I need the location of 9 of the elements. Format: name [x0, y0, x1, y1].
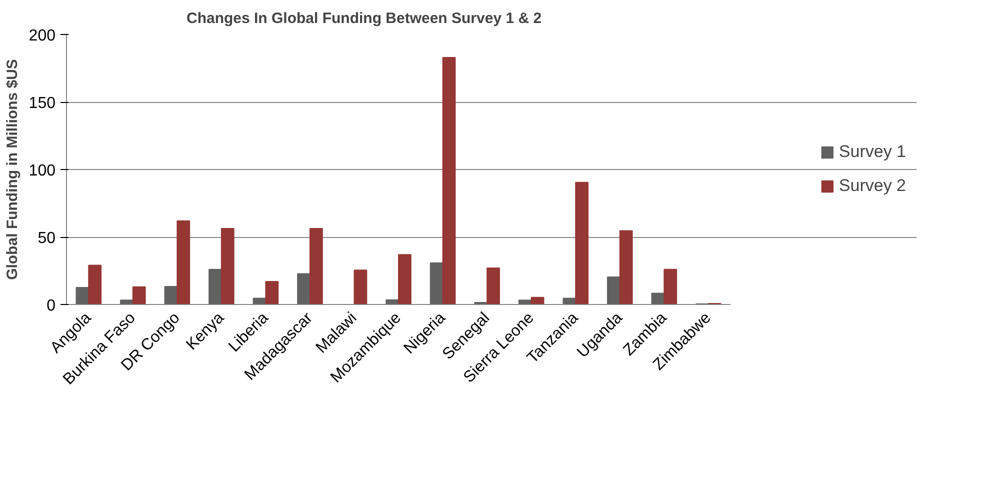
- y-tick-label: 100: [28, 162, 56, 180]
- y-tick-label: 200: [28, 28, 56, 44]
- y-tick-label: 150: [28, 95, 56, 112]
- y-axis-title: Global Funding in Millions $US: [4, 59, 21, 280]
- y-tick-label: 0: [46, 298, 56, 314]
- chart-title: Changes In Global Funding Between Survey 1 & 2: [186, 10, 542, 27]
- legend-label: Survey 1: [838, 142, 906, 162]
- y-tick-label: 50: [38, 230, 56, 247]
- legend-label: Survey 2: [838, 176, 906, 196]
